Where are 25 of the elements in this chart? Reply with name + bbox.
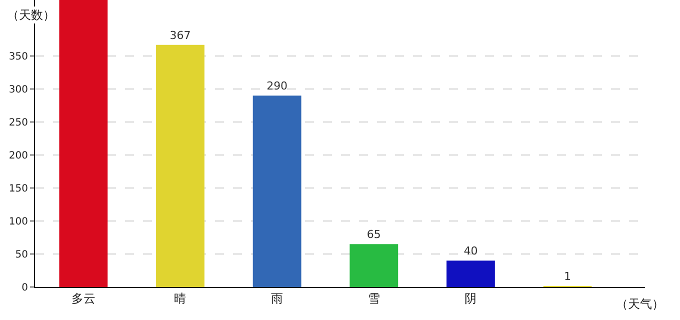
bar — [59, 0, 108, 287]
y-tick-label: 50 — [15, 250, 28, 261]
y-tick-label: 100 — [8, 216, 28, 228]
bar — [156, 44, 204, 287]
y-tick-label: 150 — [8, 184, 28, 195]
y-tick-label: 250 — [8, 118, 28, 129]
y-tick-label: 0 — [22, 282, 28, 294]
data-label: 367 — [170, 28, 191, 42]
data-label: 40 — [464, 244, 478, 258]
data-label: 290 — [266, 80, 288, 93]
x-axis-title: （天气） — [616, 297, 664, 311]
x-tick-label: 多云 — [71, 291, 96, 306]
bar — [252, 96, 302, 287]
y-tick-label: 200 — [8, 150, 28, 162]
bar — [350, 244, 398, 287]
x-tick-label: 雨 — [271, 291, 284, 306]
y-axis-title: （天数） — [7, 8, 55, 22]
data-label: 1 — [564, 270, 572, 283]
data-label: 65 — [366, 228, 381, 242]
x-tick-label: 阴 — [464, 291, 477, 306]
x-tick-label: 雪 — [368, 291, 380, 306]
y-tick-label: 350 — [8, 52, 28, 63]
y-tick-label: 300 — [8, 84, 28, 96]
x-tick-label: 晴 — [174, 291, 186, 306]
bar — [446, 260, 495, 287]
